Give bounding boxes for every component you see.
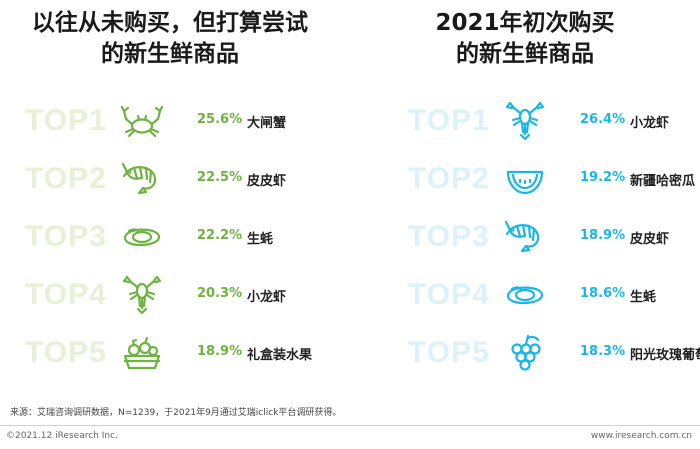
right-title-line2: 的新生鲜商品	[456, 41, 594, 67]
product-name: 皮皮虾	[630, 232, 670, 247]
ranking-row: TOP1 25.6% 大闸蟹	[25, 98, 365, 156]
left-title-line2: 的新生鲜商品	[101, 41, 239, 67]
ranking-row: TOP3 22.2% 生蚝	[25, 214, 365, 272]
percent-value: 18.6%	[580, 286, 626, 301]
left-panel-title: 以往从未购买，但打算尝试 的新生鲜商品	[5, 8, 335, 70]
website-text: www.iresearch.com.cn	[590, 431, 692, 441]
fruit-box-icon	[121, 332, 163, 374]
crab-icon	[120, 100, 164, 142]
grape-icon	[504, 332, 546, 374]
oyster-icon	[504, 274, 546, 316]
right-ranking-list: TOP1 26.4% 小龙虾 TOP2 19.2% 新疆哈密瓜 TOP3 18.9% 皮皮…	[408, 98, 700, 388]
product-name: 大闸蟹	[247, 116, 287, 131]
melon-icon	[504, 158, 546, 200]
rank-label: TOP5	[25, 336, 107, 369]
rank-label: TOP2	[408, 162, 490, 195]
crayfish-icon	[121, 274, 163, 316]
percent-value: 18.9%	[580, 228, 626, 243]
product-name: 阳光玫瑰葡萄	[630, 348, 700, 363]
product-name: 生蚝	[630, 290, 657, 305]
left-title-line1: 以往从未购买，但打算尝试	[32, 10, 308, 36]
ranking-row: TOP1 26.4% 小龙虾	[408, 98, 700, 156]
oyster-icon	[121, 216, 163, 258]
ranking-row: TOP2 22.5% 皮皮虾	[25, 156, 365, 214]
rank-label: TOP1	[408, 104, 490, 137]
right-title-line1: 2021年初次购买	[435, 10, 615, 36]
ranking-row: TOP2 19.2% 新疆哈密瓜	[408, 156, 700, 214]
percent-value: 25.6%	[197, 112, 243, 127]
percent-value: 20.3%	[197, 286, 243, 301]
percent-value: 26.4%	[580, 112, 626, 127]
ranking-row: TOP4 20.3% 小龙虾	[25, 272, 365, 330]
shrimp-icon	[504, 216, 546, 258]
rank-label: TOP3	[25, 220, 107, 253]
percent-value: 18.9%	[197, 344, 243, 359]
product-name: 新疆哈密瓜	[630, 174, 696, 189]
rank-label: TOP4	[408, 278, 490, 311]
product-name: 小龙虾	[630, 116, 670, 131]
left-ranking-list: TOP1 25.6% 大闸蟹 TOP2 22.5% 皮皮虾 TOP3 22.2% 生蚝 TO…	[25, 98, 365, 388]
rank-label: TOP1	[25, 104, 107, 137]
percent-value: 18.3%	[580, 344, 626, 359]
ranking-row: TOP5 18.9% 礼盒装水果	[25, 330, 365, 388]
percent-value: 19.2%	[580, 170, 626, 185]
percent-value: 22.5%	[197, 170, 243, 185]
rank-label: TOP3	[408, 220, 490, 253]
rank-label: TOP5	[408, 336, 490, 369]
product-name: 皮皮虾	[247, 174, 287, 189]
footer-divider	[0, 425, 700, 426]
product-name: 礼盒装水果	[247, 348, 313, 363]
product-name: 生蚝	[247, 232, 274, 247]
shrimp-icon	[121, 158, 163, 200]
rank-label: TOP2	[25, 162, 107, 195]
rank-label: TOP4	[25, 278, 107, 311]
percent-value: 22.2%	[197, 228, 243, 243]
product-name: 小龙虾	[247, 290, 287, 305]
ranking-row: TOP3 18.9% 皮皮虾	[408, 214, 700, 272]
ranking-row: TOP5 18.3% 阳光玫瑰葡萄	[408, 330, 700, 388]
copyright-text: ©2021.12 iResearch Inc.	[6, 431, 118, 441]
right-panel-title: 2021年初次购买 的新生鲜商品	[360, 8, 690, 70]
ranking-row: TOP4 18.6% 生蚝	[408, 272, 700, 330]
crayfish-icon	[504, 100, 546, 142]
source-note: 来源：艾瑞咨询调研数据，N=1239，于2021年9月通过艾瑞iclick平台调…	[10, 408, 342, 418]
